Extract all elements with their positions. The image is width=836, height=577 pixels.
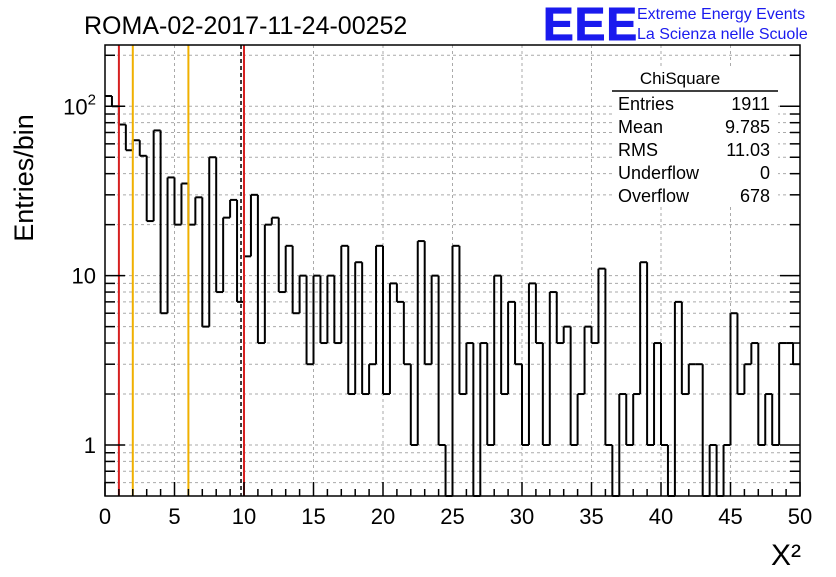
logo-mark: EEE (543, 0, 638, 50)
x-tick-label: 35 (579, 504, 603, 529)
stats-label: RMS (618, 140, 658, 160)
run-title: ROMA-02-2017-11-24-00252 (84, 12, 407, 40)
x-tick-label: 10 (232, 504, 256, 529)
stats-label: Mean (618, 117, 663, 137)
y-tick-exponent: 2 (88, 91, 96, 108)
x-tick-label: 45 (718, 504, 742, 529)
y-tick-label: 10 (72, 264, 96, 289)
stats-label: Underflow (618, 163, 700, 183)
reference-lines (117, 45, 245, 496)
stats-value: 11.03 (726, 140, 770, 160)
x-tick-label: 30 (510, 504, 534, 529)
x-tick-label: 20 (371, 504, 395, 529)
logo-line-2: La Scienza nelle Scuole (637, 26, 808, 43)
x-tick-label: 50 (788, 504, 812, 529)
histogram-layer (105, 94, 800, 497)
stats-label: Overflow (618, 186, 690, 206)
stats-value: 1911 (731, 94, 770, 114)
logo-line-1: Extreme Energy Events (637, 6, 805, 23)
x-tick-label: 0 (99, 504, 111, 529)
x-tick-label: 40 (649, 504, 673, 529)
x-tick-label: 5 (168, 504, 180, 529)
stats-value: 0 (760, 163, 770, 183)
x-tick-label: 15 (301, 504, 325, 529)
stats-value: 678 (740, 186, 770, 206)
x-axis-label: X² (771, 539, 801, 572)
y-tick-label: 1 (84, 433, 96, 458)
y-axis-label: Entries/bin (9, 114, 39, 242)
stats-value: 9.785 (725, 117, 770, 137)
x-tick-label: 25 (440, 504, 464, 529)
eee-logo: EEE Extreme Energy Events La Scienza nel… (543, 0, 808, 51)
stats-box: ChiSquare Entries 1911 Mean 9.785 RMS 11.03 Un… (612, 68, 778, 206)
stats-rows: Entries 1911 Mean 9.785 RMS 11.03 Underflow 0 Ov… (618, 94, 770, 206)
grid (105, 45, 800, 496)
stats-label: Entries (618, 94, 674, 114)
stats-title: ChiSquare (640, 69, 720, 88)
